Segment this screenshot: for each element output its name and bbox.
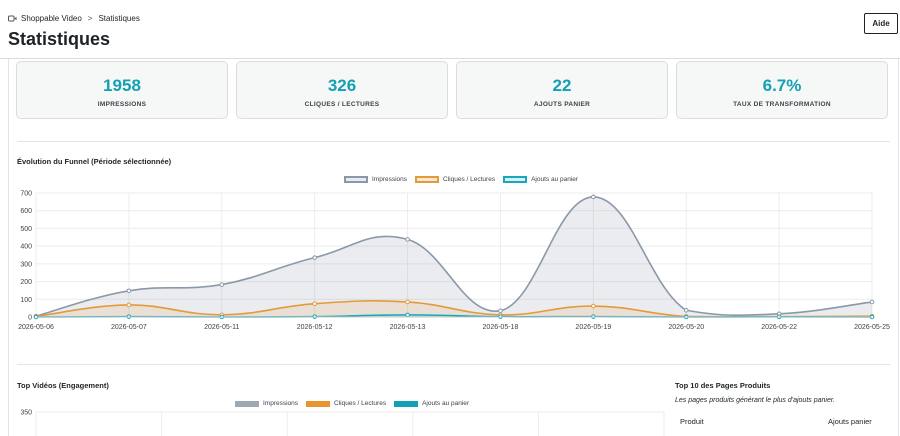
kpi-label: IMPRESSIONS [97, 101, 147, 108]
legend-item-impressions[interactable]: Impressions [235, 400, 298, 407]
data-point-clicks[interactable] [126, 302, 132, 308]
column-header-cart-adds[interactable]: Ajouts panier [828, 417, 872, 426]
top-videos-legend: Impressions Cliques / Lectures Ajouts au… [235, 400, 477, 407]
data-point-impressions[interactable] [869, 299, 875, 305]
kpi-label: TAUX DE TRANSFORMATION [733, 101, 831, 108]
top-pages-subtitle: Les pages produits générant le plus d'aj… [675, 397, 835, 404]
data-point-clicks[interactable] [312, 301, 317, 307]
top-videos-title: Top Vidéos (Engagement) [17, 381, 109, 390]
kpi-card-impressions: 1958 IMPRESSIONS [16, 61, 228, 119]
y-tick-label: 100 [20, 297, 32, 304]
series-line-impressions [35, 196, 873, 317]
legend-label: Cliques / Lectures [443, 176, 496, 183]
data-point-impressions[interactable] [405, 237, 410, 242]
y-tick-label: 350 [20, 410, 32, 417]
funnel-chart-title: Évolution du Funnel (Période sélectionné… [17, 157, 172, 166]
x-tick-label: 2026-05-18 [483, 324, 519, 331]
x-tick-label: 2026-05-12 [297, 324, 333, 331]
kpi-value: 326 [327, 76, 357, 95]
top-header: Shoppable Video > Statistiques Statistiq… [0, 0, 900, 59]
x-tick-label: 2026-05-11 [204, 324, 239, 331]
legend-label: Ajouts au panier [422, 400, 470, 407]
kpi-label: CLIQUES / LECTURES [304, 101, 380, 108]
kpi-label: AJOUTS PANIER [533, 101, 591, 108]
column-header-product[interactable]: Produit [680, 417, 704, 426]
legend-item-clicks[interactable]: Cliques / Lectures [415, 176, 495, 183]
legend-item-cart[interactable]: Ajouts au panier [394, 400, 469, 407]
x-tick-label: 2026-05-25 [854, 324, 890, 331]
legend-swatch [415, 176, 440, 183]
legend-swatch [344, 176, 368, 183]
legend-label: Ajouts au panier [531, 176, 579, 183]
data-point-impressions[interactable] [219, 282, 225, 287]
y-tick-label: 600 [20, 208, 32, 215]
data-point-impressions[interactable] [591, 194, 596, 200]
y-tick-label: 0 [28, 315, 32, 322]
series-area-impressions [36, 196, 872, 317]
top-pages-title: Top 10 des Pages Produits [675, 381, 771, 390]
legend-label: Impressions [263, 400, 299, 407]
kpi-card-cart: 22 AJOUTS PANIER [456, 61, 668, 119]
legend-swatch [235, 400, 259, 407]
y-tick-label: 400 [20, 244, 32, 251]
divider [17, 364, 890, 365]
page-title: Statistiques [8, 29, 111, 49]
breadcrumb: Shoppable Video > Statistiques [8, 14, 140, 23]
x-tick-label: 2026-05-19 [575, 324, 611, 331]
video-icon [8, 15, 17, 22]
breadcrumb-current: Statistiques [98, 14, 140, 23]
legend-item-cart[interactable]: Ajouts au panier [503, 176, 578, 183]
stats-content: 1958 IMPRESSIONS 326 CLIQUES / LECTURES … [8, 59, 899, 436]
legend-swatch [306, 400, 331, 407]
x-tick-label: 2026-05-07 [111, 324, 147, 331]
legend-swatch [503, 176, 528, 183]
data-point-impressions[interactable] [312, 255, 317, 260]
kpi-value: 1958 [103, 76, 141, 95]
y-tick-label: 500 [20, 226, 32, 233]
y-tick-label: 200 [20, 279, 32, 286]
series-area-clicks [36, 300, 872, 317]
x-tick-label: 2026-05-06 [18, 324, 54, 331]
data-point-impressions[interactable] [498, 308, 503, 314]
x-tick-label: 2026-05-20 [668, 324, 704, 331]
data-point-clicks[interactable] [405, 299, 410, 305]
funnel-line-chart: 0 100 200 300 400 500 600 700 2026-05-06 2026-05-… [18, 191, 890, 332]
legend-label: Cliques / Lectures [334, 400, 387, 407]
divider [17, 141, 890, 142]
kpi-card-clicks: 326 CLIQUES / LECTURES [236, 61, 448, 119]
legend-item-clicks[interactable]: Cliques / Lectures [306, 400, 386, 407]
kpi-card-conversion: 6.7% TAUX DE TRANSFORMATION [676, 61, 888, 119]
breadcrumb-separator: > [87, 14, 93, 23]
data-point-impressions[interactable] [126, 288, 132, 294]
data-point-cart[interactable] [405, 312, 410, 318]
y-tick-label: 300 [20, 261, 32, 268]
kpi-value: 6.7% [762, 76, 802, 95]
x-tick-label: 2026-05-13 [390, 324, 426, 331]
data-point-impressions[interactable] [683, 307, 689, 313]
kpi-value: 22 [552, 76, 572, 95]
legend-item-impressions[interactable]: Impressions [344, 176, 407, 183]
data-point-clicks[interactable] [591, 303, 596, 309]
legend-label: Impressions [372, 176, 408, 183]
breadcrumb-link-shoppable-video[interactable]: Shoppable Video [21, 14, 82, 23]
help-button[interactable]: Aide [864, 13, 898, 34]
y-tick-label: 700 [20, 191, 32, 198]
x-tick-label: 2026-05-22 [761, 324, 797, 331]
legend-swatch [394, 400, 419, 407]
funnel-legend: Impressions Cliques / Lectures Ajouts au… [344, 176, 586, 183]
top-videos-bar-chart: 350 [20, 410, 665, 436]
